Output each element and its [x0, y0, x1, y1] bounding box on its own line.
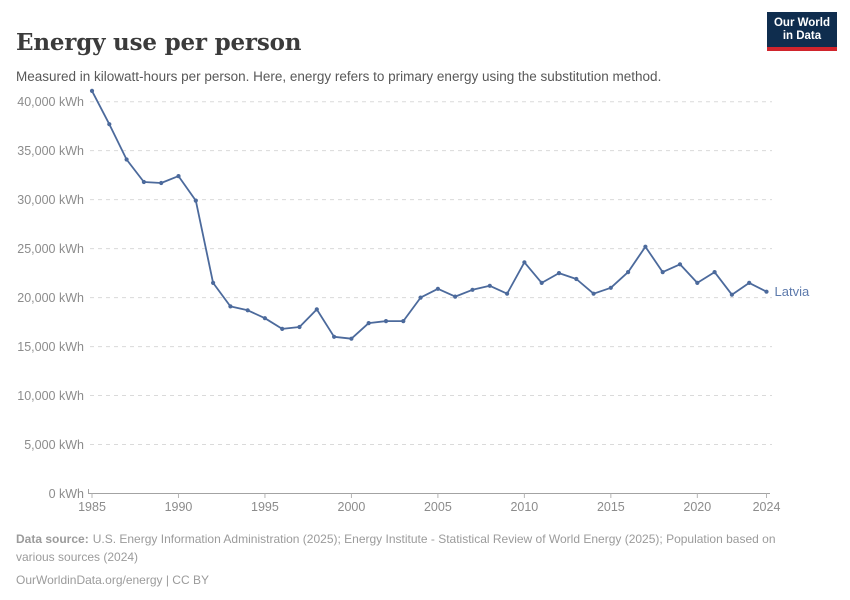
x-tick-label: 2020 [683, 500, 711, 514]
data-point-marker[interactable] [470, 287, 475, 292]
y-tick-label: 0 kWh [49, 487, 84, 501]
owid-logo[interactable]: Our World in Data [766, 12, 837, 51]
data-point-marker[interactable] [383, 319, 389, 324]
data-point-marker[interactable] [366, 321, 371, 326]
license-text: OurWorldinData.org/energy | CC BY [16, 573, 209, 587]
y-tick-label: 20,000 kWh [17, 291, 84, 305]
data-point-marker[interactable] [245, 308, 250, 313]
data-point-marker[interactable] [418, 295, 423, 300]
data-point-marker[interactable] [660, 270, 665, 275]
y-tick-label: 25,000 kWh [17, 242, 84, 256]
data-point-marker[interactable] [591, 291, 596, 296]
data-point-marker[interactable] [124, 157, 129, 162]
data-point-marker[interactable] [228, 304, 233, 309]
data-point-marker[interactable] [505, 291, 510, 296]
y-tick-label: 15,000 kWh [17, 340, 84, 354]
data-point-marker[interactable] [435, 286, 440, 291]
data-source-line: Data source: U.S. Energy Information Admi… [16, 530, 798, 566]
data-point-marker[interactable] [729, 292, 735, 297]
data-point-marker[interactable] [401, 319, 406, 324]
data-point-marker[interactable] [314, 307, 319, 312]
x-tick-label: 1990 [165, 500, 193, 514]
y-tick-label: 30,000 kWh [17, 193, 84, 207]
x-tick-label: 2005 [424, 500, 452, 514]
x-tick-label: 2024 [753, 500, 781, 514]
data-point-marker[interactable] [262, 316, 267, 321]
x-tick-label: 1995 [251, 500, 279, 514]
data-point-marker[interactable] [141, 179, 146, 185]
data-point-marker[interactable] [176, 174, 181, 179]
data-point-marker[interactable] [626, 270, 631, 275]
data-point-marker[interactable] [643, 244, 648, 249]
data-point-marker[interactable] [574, 276, 579, 282]
series-label-latvia[interactable]: Latvia [775, 284, 810, 299]
data-point-marker[interactable] [349, 336, 354, 341]
data-point-marker[interactable] [747, 280, 752, 285]
data-source-text: U.S. Energy Information Administration (… [16, 532, 776, 564]
data-point-marker[interactable] [712, 270, 717, 275]
data-point-marker[interactable] [556, 271, 562, 276]
x-tick-label: 2000 [338, 500, 366, 514]
data-point-marker[interactable] [159, 180, 164, 186]
data-point-marker[interactable] [539, 280, 544, 285]
data-point-marker[interactable] [764, 289, 769, 294]
data-point-marker[interactable] [695, 280, 700, 285]
data-point-marker[interactable] [608, 285, 613, 290]
data-point-marker[interactable] [280, 326, 285, 331]
data-point-marker[interactable] [89, 88, 95, 93]
data-point-marker[interactable] [487, 283, 492, 288]
data-point-marker[interactable] [107, 122, 112, 127]
chart-footer: Data source: U.S. Energy Information Admi… [16, 530, 798, 589]
y-tick-label: 40,000 kWh [17, 95, 84, 109]
x-tick-label: 1985 [78, 500, 106, 514]
x-tick-label: 2015 [597, 500, 625, 514]
data-point-marker[interactable] [453, 294, 458, 299]
data-point-marker[interactable] [211, 280, 216, 285]
y-tick-label: 5,000 kWh [24, 438, 84, 452]
y-tick-label: 35,000 kWh [17, 144, 84, 158]
data-point-marker[interactable] [297, 324, 302, 330]
data-point-marker[interactable] [677, 262, 683, 267]
data-point-marker[interactable] [522, 260, 527, 265]
x-tick-label: 2010 [510, 500, 538, 514]
owid-logo-line1: Our World [773, 17, 830, 29]
data-point-marker[interactable] [332, 334, 337, 339]
data-point-marker[interactable] [193, 198, 198, 203]
chart-title: Energy use per person [16, 29, 302, 57]
owid-logo-line2: in Data [782, 30, 822, 42]
latvia-line-series[interactable] [91, 90, 768, 340]
data-source-label: Data source: [16, 532, 89, 546]
y-tick-label: 10,000 kWh [17, 389, 84, 403]
chart-subtitle: Measured in kilowatt-hours per person. H… [16, 68, 662, 84]
